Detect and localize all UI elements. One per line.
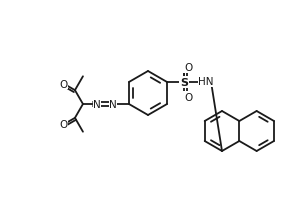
Text: O: O [60,79,68,89]
Text: O: O [60,120,68,130]
Text: N: N [93,99,101,109]
Text: N: N [109,99,117,109]
Text: S: S [180,78,188,88]
Text: HN: HN [198,77,214,87]
Text: O: O [184,63,192,73]
Text: O: O [184,92,192,103]
